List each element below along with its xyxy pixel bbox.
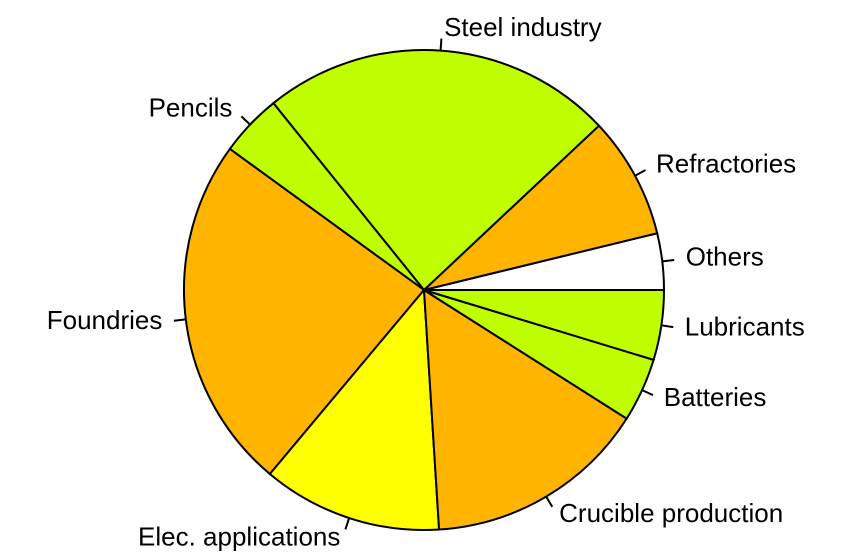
pie-slice: [271, 49, 601, 292]
label-tick: [545, 496, 554, 508]
label-tick: [173, 318, 186, 322]
pie-slice: [422, 288, 629, 531]
pie-slice: [183, 147, 426, 476]
slice-label: Batteries: [664, 382, 767, 412]
pie-slice: [420, 124, 659, 292]
label-tick: [661, 324, 674, 329]
slice-label: Pencils: [149, 93, 233, 123]
slice-label: Others: [686, 242, 764, 272]
slice-label: Steel industry: [444, 12, 602, 42]
label-tick: [344, 517, 351, 530]
slice-label: Refractories: [656, 148, 796, 178]
label-tick: [641, 389, 654, 397]
slice-label: Crucible production: [559, 498, 783, 528]
pie-slice: [268, 287, 441, 531]
slice-label: Elec. applications: [138, 521, 340, 551]
label-tick: [439, 38, 443, 51]
slice-label: Lubricants: [685, 311, 805, 341]
label-tick: [662, 258, 675, 263]
slice-label: Foundries: [47, 305, 163, 335]
label-tick: [240, 115, 251, 126]
label-tick: [634, 169, 647, 177]
